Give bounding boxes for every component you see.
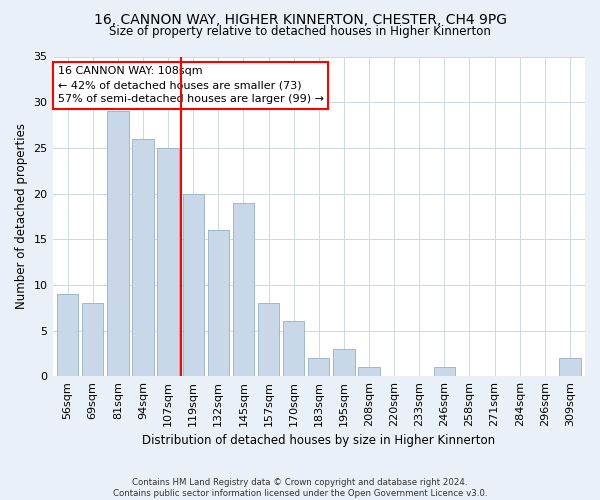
Y-axis label: Number of detached properties: Number of detached properties	[15, 124, 28, 310]
Text: 16, CANNON WAY, HIGHER KINNERTON, CHESTER, CH4 9PG: 16, CANNON WAY, HIGHER KINNERTON, CHESTE…	[94, 12, 506, 26]
Bar	[434, 367, 455, 376]
Bar	[258, 303, 279, 376]
Bar	[559, 358, 581, 376]
Bar	[208, 230, 229, 376]
Bar	[233, 202, 254, 376]
Bar	[333, 349, 355, 376]
Bar	[132, 138, 154, 376]
Bar	[283, 322, 304, 376]
Bar	[107, 112, 128, 376]
Bar	[308, 358, 329, 376]
X-axis label: Distribution of detached houses by size in Higher Kinnerton: Distribution of detached houses by size …	[142, 434, 496, 448]
Text: 16 CANNON WAY: 108sqm
← 42% of detached houses are smaller (73)
57% of semi-deta: 16 CANNON WAY: 108sqm ← 42% of detached …	[58, 66, 324, 104]
Text: Contains HM Land Registry data © Crown copyright and database right 2024.
Contai: Contains HM Land Registry data © Crown c…	[113, 478, 487, 498]
Text: Size of property relative to detached houses in Higher Kinnerton: Size of property relative to detached ho…	[109, 25, 491, 38]
Bar	[82, 303, 103, 376]
Bar	[358, 367, 380, 376]
Bar	[182, 194, 204, 376]
Bar	[157, 148, 179, 376]
Bar	[57, 294, 78, 376]
